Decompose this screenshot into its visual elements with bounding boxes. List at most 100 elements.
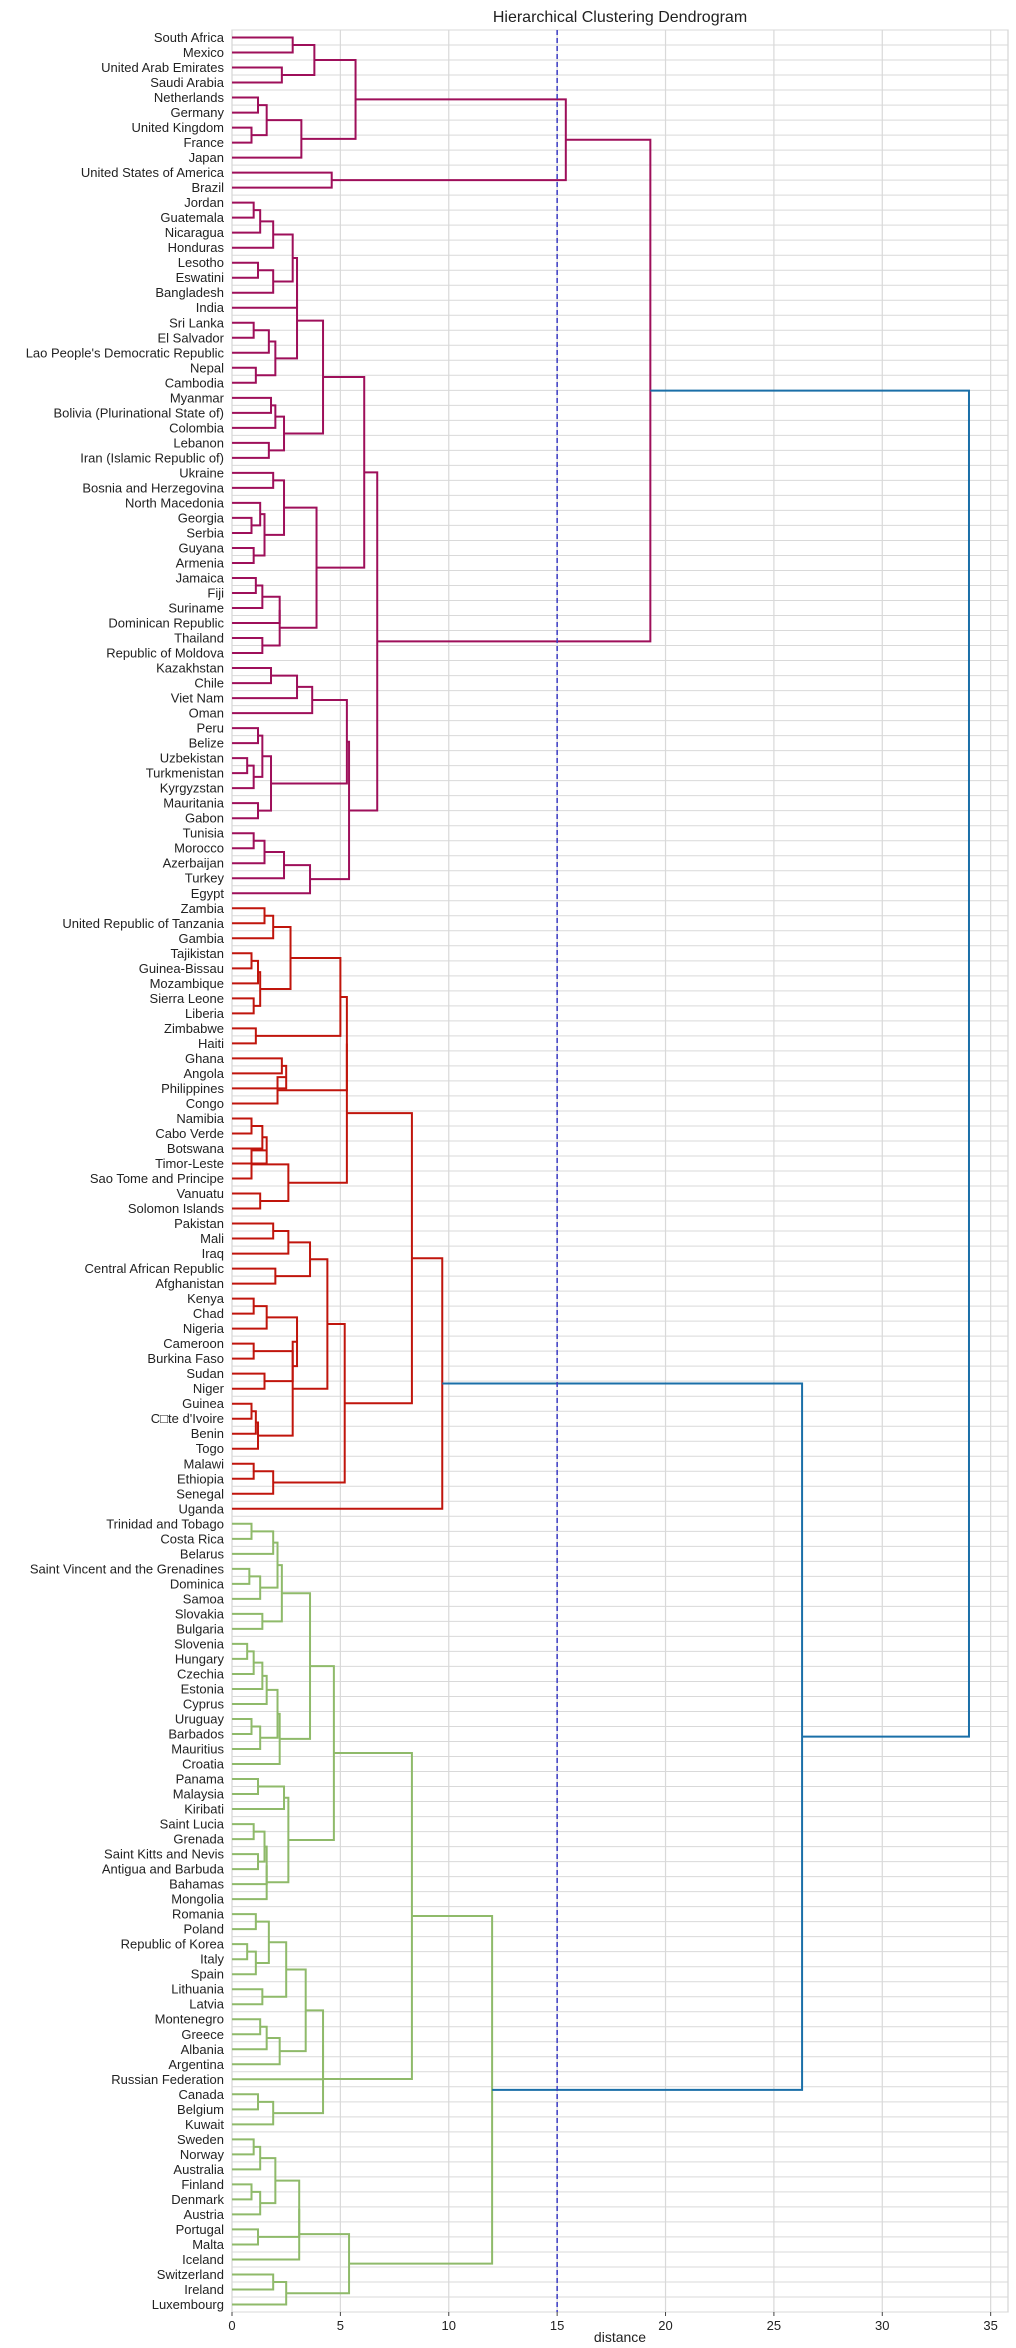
leaf-label: Solomon Islands <box>128 1201 225 1216</box>
leaf-label: Spain <box>191 1967 224 1982</box>
leaf-label: United Kingdom <box>132 120 225 135</box>
leaf-label: Estonia <box>181 1681 225 1696</box>
dendrogram-link <box>232 727 260 745</box>
leaf-label: France <box>184 135 224 150</box>
leaf-label: Malaysia <box>173 1787 225 1802</box>
leaf-label: India <box>196 300 225 315</box>
leaf-label: Hungary <box>175 1651 225 1666</box>
leaf-label: Lesotho <box>178 255 224 270</box>
leaf-label: Zambia <box>181 901 225 916</box>
leaf-label: Cyprus <box>183 1696 225 1711</box>
dendrogram-link <box>253 734 264 778</box>
dendrogram-link <box>232 220 275 249</box>
dendrogram-link <box>232 257 299 309</box>
leaf-label: Pakistan <box>174 1216 224 1231</box>
dendrogram-link <box>288 1665 335 1842</box>
leaf-label: Portugal <box>176 2222 225 2237</box>
leaf-label: Viet Nam <box>171 691 224 706</box>
dendrogram-link <box>316 376 366 569</box>
leaf-label: Cameroon <box>163 1336 224 1351</box>
leaf-label: Bahamas <box>169 1877 224 1892</box>
dendrogram-link <box>232 1402 253 1420</box>
dendrogram-link <box>273 2044 325 2115</box>
dendrogram-link <box>232 1612 264 1630</box>
leaf-label: Cambodia <box>165 375 225 390</box>
dendrogram-link <box>232 850 286 880</box>
leaf-label: Eswatini <box>176 270 225 285</box>
leaf-label: Sao Tome and Principe <box>90 1171 224 1186</box>
dendrogram-link <box>286 2233 351 2295</box>
dendrogram-link <box>262 609 281 647</box>
leaf-label: Panama <box>176 1772 225 1787</box>
dendrogram-link <box>232 1988 264 2006</box>
leaf-label: Saint Kitts and Nevis <box>104 1847 224 1862</box>
leaf-label: Nepal <box>190 360 224 375</box>
leaf-label: Guinea-Bissau <box>139 961 224 976</box>
leaf-label: Mauritania <box>163 796 224 811</box>
leaf-label: Switzerland <box>157 2267 224 2282</box>
leaf-label: Guinea <box>182 1396 225 1411</box>
leaf-label: Zimbabwe <box>164 1021 224 1036</box>
dendrogram-link <box>232 959 260 985</box>
dendrogram-link <box>232 1421 260 1450</box>
leaf-label: Ukraine <box>179 465 224 480</box>
dendrogram-link <box>232 802 260 820</box>
leaf-label: Turkey <box>185 871 225 886</box>
dendrogram-link <box>232 126 253 144</box>
leaf-label: Republic of Moldova <box>106 646 225 661</box>
dendrogram-link <box>232 1064 288 1090</box>
leaf-label: Russian Federation <box>111 2072 224 2087</box>
leaf-label: Cabo Verde <box>155 1126 224 1141</box>
leaf-label: Lithuania <box>171 1982 225 1997</box>
leaf-label: Liberia <box>185 1006 225 1021</box>
leaf-label: Iraq <box>202 1246 224 1261</box>
leaf-label: Albania <box>181 2042 225 2057</box>
leaf-label: Austria <box>184 2207 225 2222</box>
dendrogram-link <box>292 1258 329 1390</box>
leaf-label: Guatemala <box>160 210 224 225</box>
dendrogram-link <box>255 1920 270 1964</box>
leaf-label: Romania <box>172 1907 225 1922</box>
leaf-label: Congo <box>186 1096 224 1111</box>
leaf-label: Oman <box>189 706 224 721</box>
leaf-label: Uzbekistan <box>160 751 224 766</box>
leaf-label: Malawi <box>184 1456 225 1471</box>
leaf-label: Poland <box>184 1922 224 1937</box>
dendrogram-link <box>232 1222 275 1240</box>
dendrogram-link <box>232 1717 253 1735</box>
dendrogram-link <box>232 1117 253 1135</box>
dendrogram-link <box>232 757 249 775</box>
dendrogram-link <box>232 119 303 159</box>
leaf-label: Egypt <box>191 886 225 901</box>
leaf-label: Myanmar <box>170 390 225 405</box>
dendrogram-link <box>232 269 275 294</box>
dendrogram-link <box>442 1382 804 2091</box>
dendrogram-link <box>284 319 325 435</box>
leaf-label: Guyana <box>178 540 224 555</box>
leaf-label: Slovakia <box>175 1606 225 1621</box>
leaf-label: Niger <box>193 1381 225 1396</box>
dendrogram-link <box>268 415 286 452</box>
dendrogram-link <box>288 1043 348 1184</box>
dendrogram-link <box>232 584 264 610</box>
dendrogram-link <box>232 914 275 940</box>
dendrogram-link <box>258 2179 301 2238</box>
leaf-label: Timor-Leste <box>155 1156 224 1171</box>
leaf-label: United Republic of Tanzania <box>62 916 224 931</box>
leaf-label: Grenada <box>173 1832 224 1847</box>
leaf-label: Jamaica <box>176 570 225 585</box>
dendrogram-link <box>232 1712 281 1766</box>
leaf-label: Thailand <box>174 631 224 646</box>
leaf-label: Greece <box>181 2027 224 2042</box>
leaf-label: Chad <box>193 1306 224 1321</box>
leaf-label: Norway <box>180 2147 225 2162</box>
chart-title: Hierarchical Clustering Dendrogram <box>493 9 747 26</box>
leaf-label: Denmark <box>171 2192 224 2207</box>
dendrogram-link <box>273 1322 346 1484</box>
dendrogram-link <box>232 471 275 489</box>
leaf-label: Saudi Arabia <box>150 75 224 90</box>
leaf-label: Georgia <box>178 510 225 525</box>
leaf-label: Jordan <box>184 195 224 210</box>
